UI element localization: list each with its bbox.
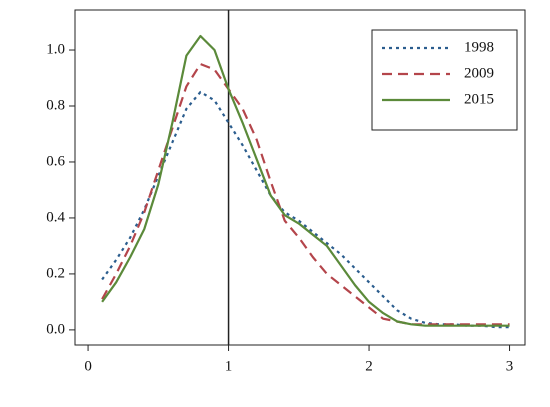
y-tick-label: 0.4	[46, 209, 65, 225]
series-line	[101, 34, 510, 327]
plot-frame	[74, 9, 526, 346]
legend-label: 2009	[464, 65, 494, 81]
y-tick-label: 0.6	[46, 153, 65, 169]
legend-box	[371, 29, 518, 131]
series-line	[101, 90, 510, 329]
x-tick-label: 1	[225, 358, 233, 374]
y-tick-label: 0.8	[46, 97, 65, 113]
y-tick-label: 0.2	[46, 265, 65, 281]
x-tick-label: 3	[506, 358, 514, 374]
x-tick-label: 0	[84, 358, 92, 374]
y-tick-label: 1.0	[46, 41, 65, 57]
y-tick-label: 0.0	[46, 321, 65, 337]
legend-label: 2015	[464, 91, 494, 107]
x-tick-label: 2	[365, 358, 373, 374]
legend-label: 1998	[464, 39, 494, 55]
